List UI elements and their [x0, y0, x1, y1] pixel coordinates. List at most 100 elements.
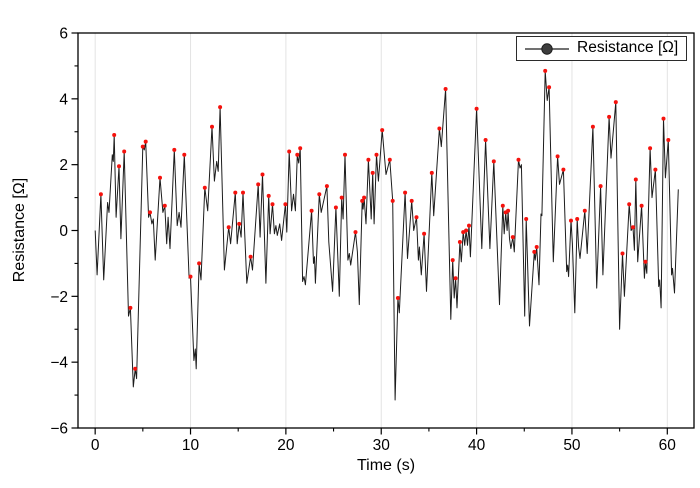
peak-marker [148, 210, 152, 215]
peak-marker [409, 198, 414, 203]
peak-marker [395, 296, 400, 300]
peak-marker [516, 157, 521, 162]
peak-marker [500, 203, 505, 208]
peak-marker [248, 254, 253, 259]
y-tick-label: 0 [59, 223, 68, 240]
peak-marker [188, 274, 193, 279]
peak-marker [362, 195, 367, 200]
peak-marker [510, 235, 515, 240]
peak-marker [162, 203, 167, 208]
x-tick-label: 0 [91, 437, 100, 454]
peak-marker [639, 203, 644, 208]
peak-marker [202, 185, 207, 190]
peak-marker [575, 217, 580, 221]
peak-marker [414, 215, 419, 220]
resistance-signal-line [94, 70, 679, 401]
y-tick-label: −4 [50, 355, 68, 372]
peak-marker [524, 217, 529, 221]
peak-marker [256, 182, 261, 187]
peak-marker [582, 208, 587, 213]
peak-marker [309, 208, 314, 213]
peak-marker [210, 124, 214, 129]
legend-label: Resistance [Ω] [577, 38, 679, 56]
peak-marker [140, 144, 145, 149]
x-tick-label: 10 [182, 437, 200, 454]
peak-marker [112, 133, 117, 137]
peak-marker [241, 190, 245, 195]
peak-marker [491, 159, 496, 164]
legend-line-marker-icon [525, 42, 569, 55]
peak-marker [620, 251, 625, 256]
peak-marker [506, 208, 511, 213]
peak-marker [532, 249, 537, 254]
peak-marker [218, 105, 223, 110]
peak-marker [561, 167, 566, 172]
peak-marker [607, 114, 612, 119]
y-tick-label: −6 [50, 421, 68, 438]
y-axis-title: Resistance [Ω] [11, 177, 28, 283]
peak-marker [370, 170, 375, 175]
peak-marker [343, 152, 347, 157]
peak-marker [339, 195, 344, 200]
peak-marker [295, 152, 300, 157]
peak-marker [464, 228, 469, 233]
peak-marker [474, 106, 479, 111]
x-tick-label: 50 [563, 437, 581, 454]
peak-marker [197, 261, 202, 266]
peak-marker [143, 139, 148, 144]
peak-marker [117, 164, 121, 169]
peak-marker [666, 138, 671, 142]
peak-marker [627, 202, 632, 207]
y-tick-label: −2 [50, 289, 68, 306]
peak-marker [374, 152, 379, 157]
peak-marker [443, 87, 448, 91]
peak-marker [613, 100, 618, 105]
legend: Resistance [Ω] [516, 36, 687, 61]
peak-marker [360, 198, 365, 203]
peak-marker [366, 157, 371, 162]
peak-marker [422, 231, 427, 236]
x-tick-label: 60 [659, 437, 677, 454]
peak-marker [598, 184, 603, 189]
peak-marker [450, 258, 455, 263]
peak-marker [333, 205, 338, 210]
y-tick-label: 6 [59, 26, 68, 43]
peak-marker [643, 259, 648, 264]
peak-marker [353, 230, 358, 235]
peak-marker [172, 147, 177, 152]
x-axis-title: Time (s) [356, 457, 416, 474]
peak-marker [298, 146, 303, 151]
peak-marker [387, 157, 392, 162]
x-tick-label: 30 [373, 437, 391, 454]
peak-marker [380, 128, 385, 133]
peak-marker [270, 202, 275, 207]
peak-marker [547, 85, 552, 90]
peak-marker [590, 124, 595, 129]
peak-marker [182, 152, 187, 157]
peak-marker [266, 193, 271, 198]
peak-marker [453, 276, 458, 281]
peak-marker [429, 170, 434, 175]
peak-marker [122, 149, 127, 154]
peak-marker [534, 245, 539, 249]
peak-marker [403, 190, 408, 195]
peak-marker [437, 126, 442, 131]
peak-marker [324, 184, 329, 189]
peak-marker [467, 223, 471, 228]
peak-marker [283, 202, 288, 207]
peak-marker [98, 192, 103, 197]
peak-marker [457, 240, 462, 244]
peak-marker [483, 138, 488, 142]
y-tick-label: 2 [59, 157, 68, 174]
x-tick-label: 40 [468, 437, 486, 454]
peak-marker [226, 225, 231, 230]
peak-marker [569, 218, 573, 223]
peak-marker [133, 366, 138, 371]
peak-marker [317, 192, 322, 197]
x-tick-label: 20 [277, 437, 295, 454]
peak-marker [543, 68, 548, 73]
peak-marker [287, 149, 292, 154]
peak-marker [233, 190, 238, 195]
